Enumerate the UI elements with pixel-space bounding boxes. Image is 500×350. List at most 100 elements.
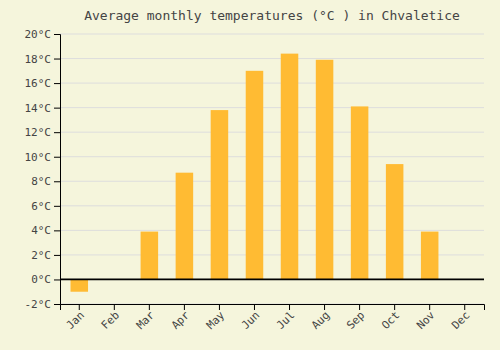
y-tick-mark bbox=[54, 34, 60, 35]
bar bbox=[316, 60, 334, 280]
x-tick: Sep bbox=[344, 304, 367, 332]
y-tick: 10°C bbox=[25, 151, 61, 164]
x-tick: Apr bbox=[169, 304, 193, 332]
grid-line bbox=[60, 34, 484, 35]
x-tick: Jan bbox=[64, 304, 87, 332]
grid-line bbox=[60, 132, 484, 133]
x-tick-label: Jan bbox=[64, 309, 87, 332]
y-tick-label: 6°C bbox=[31, 200, 51, 213]
y-tick-mark bbox=[54, 206, 60, 207]
x-tick-mark bbox=[394, 304, 395, 310]
y-tick-mark bbox=[54, 83, 60, 84]
bars bbox=[60, 54, 484, 292]
grid-line bbox=[60, 83, 484, 84]
y-tick: 4°C bbox=[31, 224, 60, 237]
y-tick: 14°C bbox=[25, 102, 61, 115]
x-tick-mark bbox=[219, 304, 220, 310]
y-tick-mark bbox=[54, 304, 60, 305]
y-tick-label: 14°C bbox=[25, 102, 52, 115]
bar bbox=[246, 71, 264, 280]
x-tick-mark bbox=[324, 304, 325, 310]
y-tick-mark bbox=[54, 181, 60, 182]
grid-line bbox=[60, 181, 484, 182]
y-tick: 2°C bbox=[31, 249, 60, 262]
x-tick: Dec bbox=[449, 304, 472, 332]
y-axis-line bbox=[54, 35, 61, 305]
x-tick: Aug bbox=[309, 304, 332, 332]
x-tick: Jul bbox=[274, 304, 297, 332]
grid-line bbox=[60, 279, 484, 280]
grid-line bbox=[60, 107, 484, 108]
bar bbox=[386, 164, 404, 279]
x-tick: Oct bbox=[379, 304, 402, 332]
y-tick-label: 18°C bbox=[25, 53, 52, 66]
grid-line bbox=[60, 205, 484, 206]
x-tick: Nov bbox=[414, 304, 438, 332]
y-axis: 20°C 18°C 16°C 14°C 12°C 10°C 8°C 6°C 4°C 2°C 0°C -… bbox=[25, 28, 61, 311]
plot: 20°C 18°C 16°C 14°C 12°C 10°C 8°C 6°C 4°C 2°C 0°C -… bbox=[25, 28, 485, 332]
x-tick: Mar bbox=[134, 304, 158, 332]
grid-line bbox=[60, 156, 484, 157]
y-tick-label: 20°C bbox=[25, 28, 52, 41]
x-tick-mark bbox=[114, 304, 115, 310]
bar bbox=[71, 279, 89, 291]
x-tick-label: Jun bbox=[239, 309, 262, 332]
bar bbox=[351, 106, 369, 279]
y-tick-mark bbox=[54, 255, 60, 256]
y-tick: 0°C bbox=[31, 273, 60, 286]
x-tick: May bbox=[204, 304, 228, 332]
y-tick-label: 0°C bbox=[31, 273, 51, 286]
y-tick-mark bbox=[54, 132, 60, 133]
x-tick-label: Jul bbox=[274, 309, 297, 332]
x-tick: Feb bbox=[99, 304, 122, 332]
y-tick-mark bbox=[54, 108, 60, 109]
title: Average monthly temperatures (°C ) in Ch… bbox=[84, 8, 460, 23]
grid-line bbox=[60, 230, 484, 231]
x-tick-label: Dec bbox=[449, 309, 472, 332]
bar bbox=[421, 232, 439, 280]
y-tick-label: -2°C bbox=[25, 298, 52, 311]
y-tick-label: 2°C bbox=[31, 249, 51, 262]
bar bbox=[281, 54, 299, 280]
x-axis-line bbox=[61, 305, 485, 311]
zero-line bbox=[60, 279, 484, 281]
y-tick: 12°C bbox=[25, 126, 61, 139]
background bbox=[0, 0, 500, 350]
bar bbox=[211, 110, 229, 279]
y-tick: 20°C bbox=[25, 28, 61, 41]
bar bbox=[176, 173, 194, 280]
x-tick-mark bbox=[79, 304, 80, 310]
x-tick-mark bbox=[464, 304, 465, 310]
y-tick: 8°C bbox=[31, 175, 60, 188]
y-tick: 6°C bbox=[31, 200, 60, 213]
x-tick-mark bbox=[429, 304, 430, 310]
y-tick-label: 12°C bbox=[25, 126, 52, 139]
y-tick-label: 16°C bbox=[25, 77, 52, 90]
y-tick: 18°C bbox=[25, 53, 61, 66]
x-tick-label: Sep bbox=[344, 309, 367, 332]
x-tick-label: May bbox=[204, 308, 228, 332]
x-tick-mark bbox=[184, 304, 185, 310]
x-tick-label: Apr bbox=[169, 308, 193, 332]
x-tick-label: Aug bbox=[309, 309, 332, 332]
grid-line bbox=[60, 58, 484, 59]
bar bbox=[141, 232, 159, 280]
x-tick-mark bbox=[359, 304, 360, 310]
x-tick-label: Nov bbox=[414, 308, 438, 332]
grid-line bbox=[60, 254, 484, 255]
x-tick-label: Feb bbox=[99, 309, 122, 332]
y-tick-mark bbox=[54, 279, 60, 280]
x-axis: Jan Feb Mar Apr May Jun Jul Aug Sep Oct Nov Dec bbox=[61, 304, 485, 332]
x-tick-mark bbox=[289, 304, 290, 310]
y-tick: 16°C bbox=[25, 77, 61, 90]
y-tick-mark bbox=[54, 230, 60, 231]
y-tick-label: 10°C bbox=[25, 151, 52, 164]
y-tick-label: 4°C bbox=[31, 224, 51, 237]
y-tick-mark bbox=[54, 59, 60, 60]
x-tick-mark bbox=[254, 304, 255, 310]
y-tick: -2°C bbox=[25, 298, 61, 311]
grid bbox=[60, 34, 484, 304]
y-tick-label: 8°C bbox=[31, 175, 51, 188]
y-tick-mark bbox=[54, 157, 60, 158]
x-tick-mark bbox=[149, 304, 150, 310]
